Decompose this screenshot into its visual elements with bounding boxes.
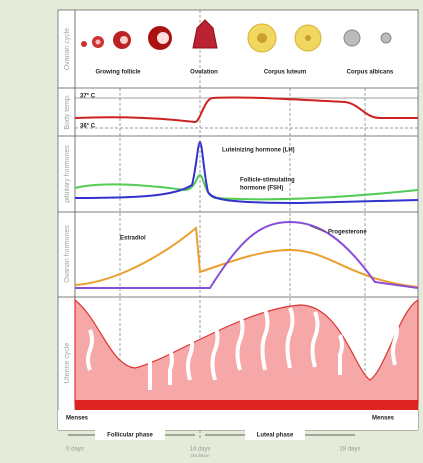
day-label: 14 days: [189, 447, 210, 453]
temp-label: 37° C: [80, 94, 96, 100]
row-label: Uterine cycle: [64, 343, 71, 384]
hormone-label: hormone (FSH): [240, 186, 283, 192]
hormone-label: Luteinizing hormone (LH): [222, 148, 295, 154]
phase-label: Follicular phase: [107, 433, 153, 439]
row-label: Ovarian hormones: [64, 225, 71, 283]
day-label: 0 days: [66, 447, 84, 453]
row-label: pituitary hormones: [64, 145, 71, 203]
menses-label: Menses: [372, 416, 395, 422]
diagram: Ovarian cycle Body temp. pituitary hormo…: [0, 0, 423, 463]
stage-label: Corpus albicans: [347, 70, 394, 76]
temp-label: 36° C: [80, 124, 96, 130]
menses-strip: [58, 410, 418, 430]
row-label: Body temp.: [64, 94, 71, 129]
ovulation-note: Ovulation: [190, 453, 210, 458]
hormone-label: Estradiol: [120, 236, 146, 242]
hormone-label: Follicle-stimulating: [240, 178, 295, 184]
stage-label: Growing follicle: [95, 70, 141, 76]
stage-label: Ovulation: [190, 70, 218, 76]
stage-label: Corpus luteum: [264, 70, 306, 76]
hormone-label: Progesterone: [328, 230, 367, 236]
row-label: Ovarian cycle: [64, 28, 71, 71]
day-label: 28 days: [339, 447, 360, 453]
phase-label: Luteal phase: [257, 433, 294, 439]
menses-label: Menses: [66, 416, 89, 422]
